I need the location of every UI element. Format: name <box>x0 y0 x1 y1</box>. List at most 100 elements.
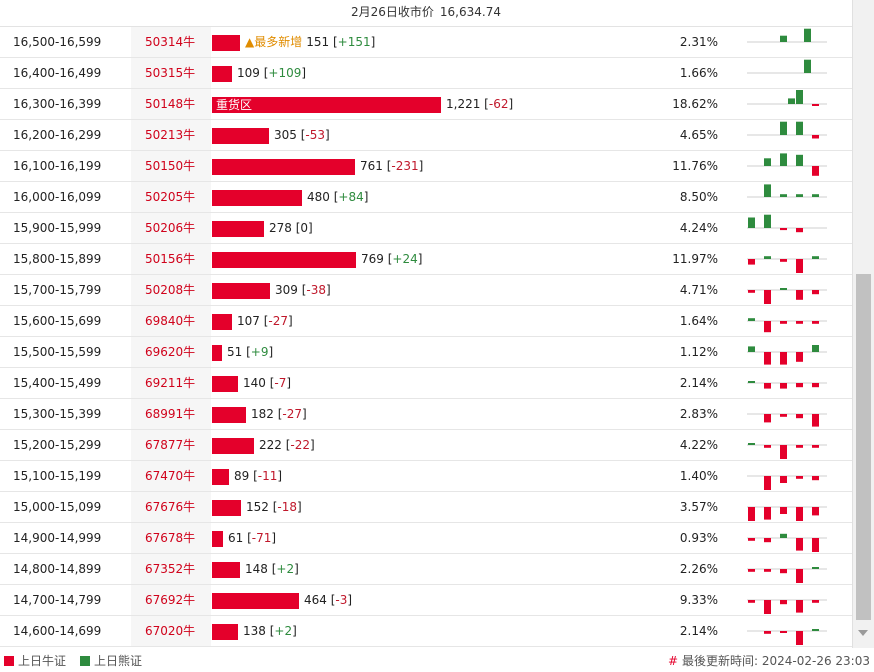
strike-range: 15,700-15,799 <box>13 283 102 297</box>
strike-range: 15,400-15,499 <box>13 376 102 390</box>
table-row: 16,200-16,299 50213牛 305 [-53] 4.65% <box>0 120 852 151</box>
cbbc-code-link[interactable]: 67352牛 <box>131 554 211 584</box>
legend-bear-label: 上日熊证 <box>94 654 143 668</box>
table-row: 15,200-15,299 67877牛 222 [-22] 4.22% <box>0 430 852 461</box>
sparkline-bar <box>804 59 811 73</box>
sparkline-bar <box>764 321 771 333</box>
outstanding-text: 464 [-3] <box>304 593 353 607</box>
scrollbar-thumb[interactable] <box>856 274 871 620</box>
daily-change-sparkline <box>747 256 827 273</box>
table-row: 14,600-14,699 67020牛 138 [+2] 2.14% <box>0 616 852 647</box>
outstanding-value: 138 <box>243 624 266 638</box>
outstanding-text: 305 [-53] <box>274 128 330 142</box>
outstanding-bar <box>212 252 356 268</box>
share-percent: 4.71% <box>679 283 718 297</box>
cbbc-code-link[interactable]: 69211牛 <box>131 368 211 398</box>
sparkline-bar <box>788 98 795 104</box>
outstanding-text: 309 [-38] <box>275 283 331 297</box>
cbbc-code-link[interactable]: 50208牛 <box>131 275 211 305</box>
table-row: 15,900-15,999 50206牛 278 [0] 4.24% <box>0 213 852 244</box>
cbbc-code-link[interactable]: 50315牛 <box>131 58 211 88</box>
daily-change-sparkline <box>747 443 827 459</box>
sparkline-bar <box>780 288 787 290</box>
outstanding-change: -62 <box>488 97 509 111</box>
sparkline-bar <box>796 383 803 388</box>
outstanding-text: 138 [+2] <box>243 624 297 638</box>
sparkline-bar <box>796 569 803 583</box>
cbbc-code-link[interactable]: 50314牛 <box>131 27 211 57</box>
outstanding-text: 480 [+84] <box>307 190 369 204</box>
update-hash-icon: # <box>667 654 678 668</box>
cbbc-code-link[interactable]: 50213牛 <box>131 120 211 150</box>
cbbc-code-link[interactable]: 67676牛 <box>131 492 211 522</box>
sparkline-bar <box>796 507 803 521</box>
sparkline-bar <box>780 507 787 514</box>
outstanding-bar <box>212 221 264 237</box>
sparkline-bar <box>780 631 787 633</box>
share-percent: 2.83% <box>679 407 718 421</box>
sparkline-bar <box>796 121 803 135</box>
most-added-badge: ▲最多新增 <box>245 35 303 49</box>
outstanding-bar <box>212 66 232 82</box>
sparkline-bar <box>796 290 803 300</box>
share-percent: 2.31% <box>679 35 718 49</box>
outstanding-value: 151 <box>306 35 330 49</box>
cbbc-code-link[interactable]: 69840牛 <box>131 306 211 336</box>
outstanding-change: -27 <box>268 314 289 328</box>
closing-price-value: 16,634.74 <box>439 5 501 19</box>
cbbc-code-link[interactable]: 50150牛 <box>131 151 211 181</box>
cbbc-code-link[interactable]: 67678牛 <box>131 523 211 553</box>
share-percent: 11.76% <box>672 159 718 173</box>
legend-bull: 上日牛证 <box>4 650 66 672</box>
cbbc-code-link[interactable]: 50205牛 <box>131 182 211 212</box>
share-percent: 0.93% <box>679 531 718 545</box>
vertical-scrollbar[interactable] <box>852 0 874 648</box>
outstanding-change: -38 <box>306 283 327 297</box>
outstanding-change: -71 <box>251 531 272 545</box>
last-updated: # 最後更新時间: 2024-02-26 23:03 <box>668 650 870 672</box>
sparkline-bar <box>796 352 803 362</box>
strike-range: 16,200-16,299 <box>13 128 102 142</box>
sparkline-bar <box>812 629 819 631</box>
cbbc-code-link[interactable]: 50148牛 <box>131 89 211 119</box>
outstanding-value: 480 <box>307 190 330 204</box>
sparkline-bar <box>796 259 803 273</box>
outstanding-value: 305 <box>274 128 297 142</box>
sparkline-bar <box>812 538 819 552</box>
scroll-down-arrow-icon[interactable] <box>858 630 868 636</box>
cbbc-code-link[interactable]: 67877牛 <box>131 430 211 460</box>
sparkline-bar <box>764 184 771 197</box>
table-row: 15,100-15,199 67470牛 89 [-11] 1.40% <box>0 461 852 492</box>
strike-range: 16,000-16,099 <box>13 190 102 204</box>
cbbc-code-link[interactable]: 68991牛 <box>131 399 211 429</box>
strike-range: 15,100-15,199 <box>13 469 102 483</box>
sparkline-bar <box>748 346 755 352</box>
cbbc-code-link[interactable]: 50156牛 <box>131 244 211 274</box>
outstanding-change: +2 <box>274 624 293 638</box>
cbbc-code-link[interactable]: 67470牛 <box>131 461 211 491</box>
share-percent: 11.97% <box>672 252 718 266</box>
outstanding-text: 61 [-71] <box>228 531 277 545</box>
sparkline-bar <box>780 259 787 262</box>
sparkline-bar <box>796 445 803 448</box>
daily-change-sparkline <box>747 629 827 645</box>
daily-change-sparkline <box>747 506 827 521</box>
sparkline-bar <box>748 538 755 541</box>
share-percent: 9.33% <box>679 593 718 607</box>
bull-swatch-icon <box>4 656 14 666</box>
sparkline-bar <box>812 383 819 388</box>
cbbc-code-link[interactable]: 67692牛 <box>131 585 211 615</box>
share-percent: 2.26% <box>679 562 718 576</box>
strike-range: 15,500-15,599 <box>13 345 102 359</box>
outstanding-bar <box>212 469 229 485</box>
daily-change-sparkline <box>747 381 827 389</box>
sparkline-bar <box>764 538 771 543</box>
cbbc-code-link[interactable]: 50206牛 <box>131 213 211 243</box>
outstanding-value: 761 <box>360 159 383 173</box>
cbbc-code-link[interactable]: 67020牛 <box>131 616 211 646</box>
outstanding-text: 140 [-7] <box>243 376 292 390</box>
cbbc-code-link[interactable]: 69620牛 <box>131 337 211 367</box>
table-row: 16,300-16,399 50148牛 重货区 1,221 [-62] 18.62% <box>0 89 852 120</box>
sparkline-bar <box>812 445 819 448</box>
daily-change-sparkline <box>747 413 827 427</box>
